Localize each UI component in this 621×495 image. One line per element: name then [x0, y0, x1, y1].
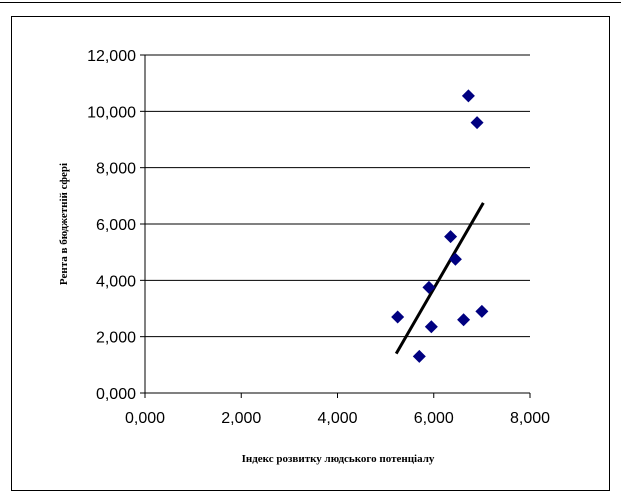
data-point-7: [461, 89, 475, 103]
y-tick-label-1: 2,000: [96, 330, 136, 347]
y-tick-label-3: 6,000: [96, 217, 136, 234]
trendline: [394, 202, 485, 355]
data-point-0: [391, 310, 405, 324]
data-point-5: [448, 252, 462, 266]
y-tick-label-2: 4,000: [96, 273, 136, 290]
y-tick-labels: 0,000 2,000 4,000 6,000 8,000 10,000 12,000: [87, 48, 136, 403]
top-rule: [0, 2, 621, 3]
axes: [140, 54, 531, 398]
data-point-3: [424, 320, 438, 334]
x-tick-label-4: 8,000: [510, 410, 550, 427]
y-tick-label-6: 12,000: [87, 48, 136, 65]
x-tick-label-0: 0,000: [125, 410, 165, 427]
chart-frame: [11, 16, 610, 491]
x-tick-label-2: 4,000: [317, 410, 357, 427]
data-point-2: [422, 280, 436, 294]
x-tick-label-3: 6,000: [414, 410, 454, 427]
data-point-8: [470, 116, 484, 130]
data-point-9: [475, 304, 489, 318]
gridlines: [145, 54, 530, 338]
y-tick-label-0: 0,000: [96, 386, 136, 403]
y-tick-label-5: 10,000: [87, 104, 136, 121]
x-axis-title: Індекс розвитку людського потенціалу: [242, 453, 435, 465]
x-tick-label-1: 2,000: [221, 410, 261, 427]
y-tick-label-4: 8,000: [96, 161, 136, 178]
data-points: [391, 89, 489, 363]
data-point-6: [457, 313, 471, 327]
data-point-1: [412, 349, 426, 363]
x-tick-labels: 0,000 2,000 4,000 6,000 8,000: [125, 410, 550, 427]
data-point-4: [444, 230, 458, 244]
y-axis-title: Рента в бюджетній сфері: [58, 163, 70, 285]
